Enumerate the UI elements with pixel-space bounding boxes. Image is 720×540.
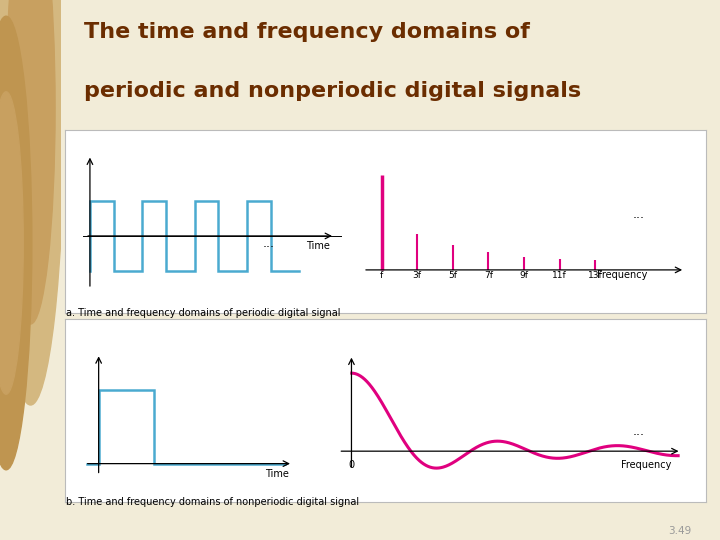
Text: 3.49: 3.49 — [668, 525, 691, 536]
Text: b. Time and frequency domains of nonperiodic digital signal: b. Time and frequency domains of nonperi… — [66, 497, 359, 507]
Circle shape — [0, 92, 23, 394]
Text: 11f: 11f — [552, 272, 567, 280]
Text: 0: 0 — [348, 460, 354, 470]
Circle shape — [0, 16, 32, 470]
Text: 5f: 5f — [449, 272, 457, 280]
Text: 7f: 7f — [484, 272, 493, 280]
Circle shape — [0, 0, 64, 405]
Text: The time and frequency domains of: The time and frequency domains of — [84, 22, 531, 42]
Text: Frequency: Frequency — [621, 460, 672, 470]
Text: Frequency: Frequency — [598, 271, 648, 280]
Text: ...: ... — [633, 424, 645, 437]
Text: f: f — [380, 272, 383, 280]
Text: periodic and nonperiodic digital signals: periodic and nonperiodic digital signals — [84, 80, 582, 101]
Text: ...: ... — [262, 237, 274, 249]
Text: Time: Time — [265, 469, 289, 480]
Text: 9f: 9f — [520, 272, 528, 280]
Text: a. Time and frequency domains of periodic digital signal: a. Time and frequency domains of periodi… — [66, 308, 341, 318]
Text: Time: Time — [306, 241, 330, 251]
Text: 3f: 3f — [413, 272, 422, 280]
Text: 13f: 13f — [588, 272, 603, 280]
Circle shape — [6, 0, 55, 324]
Text: ...: ... — [633, 208, 644, 221]
